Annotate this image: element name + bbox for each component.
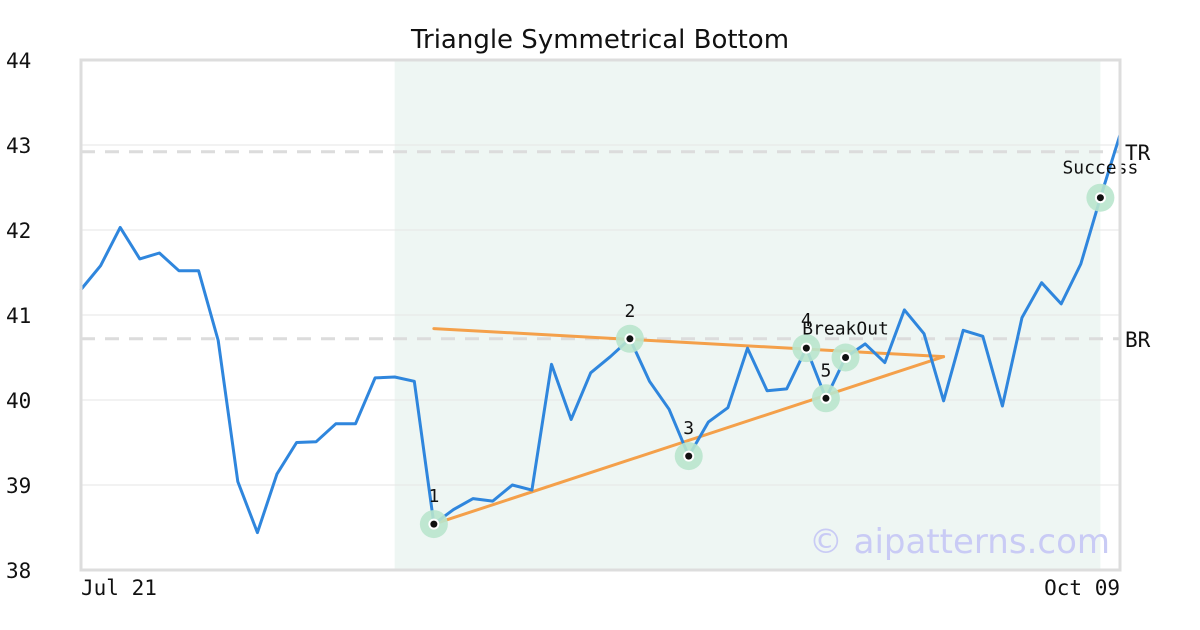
trendline bbox=[432, 355, 946, 526]
y-tick-label: 43 bbox=[6, 134, 31, 158]
point-marker bbox=[842, 354, 850, 361]
price-line bbox=[79, 133, 1122, 535]
point-marker bbox=[430, 520, 438, 528]
point-label: 4 bbox=[801, 310, 812, 331]
x-tick-label: Oct 09 bbox=[1044, 576, 1120, 600]
chart-text: Triangle Symmetrical Bottom © aipatterns… bbox=[6, 25, 1151, 600]
y-tick-label: 44 bbox=[6, 49, 31, 73]
point-label: Success bbox=[1062, 158, 1138, 179]
point-marker bbox=[626, 335, 634, 343]
reference-label-tr: TR bbox=[1125, 141, 1151, 165]
point-label: 2 bbox=[624, 301, 635, 322]
x-tick-label: Jul 21 bbox=[81, 576, 157, 600]
pattern-points bbox=[419, 183, 1115, 539]
y-tick-label: 40 bbox=[6, 389, 31, 413]
point-label: 1 bbox=[428, 486, 439, 507]
watermark: © aipatterns.com bbox=[809, 522, 1110, 562]
y-tick-label: 42 bbox=[6, 219, 31, 243]
plot-frame bbox=[79, 58, 1122, 572]
point-marker bbox=[685, 452, 693, 460]
y-tick-label: 38 bbox=[6, 559, 31, 583]
point-label: BreakOut bbox=[802, 319, 889, 340]
gridlines bbox=[81, 144, 1120, 486]
y-tick-label: 41 bbox=[6, 304, 31, 328]
price-series bbox=[79, 133, 1122, 535]
point-marker bbox=[1096, 194, 1104, 202]
reference-lines bbox=[81, 150, 1120, 341]
y-tick-label: 39 bbox=[6, 474, 31, 498]
trendline bbox=[432, 327, 946, 359]
point-label: 5 bbox=[821, 360, 832, 381]
trendlines bbox=[432, 327, 946, 526]
point-marker bbox=[802, 344, 810, 352]
point-label: 3 bbox=[683, 418, 694, 439]
point-marker bbox=[822, 394, 830, 402]
reference-label-br: BR bbox=[1125, 328, 1151, 352]
chart-title: Triangle Symmetrical Bottom bbox=[410, 25, 789, 55]
